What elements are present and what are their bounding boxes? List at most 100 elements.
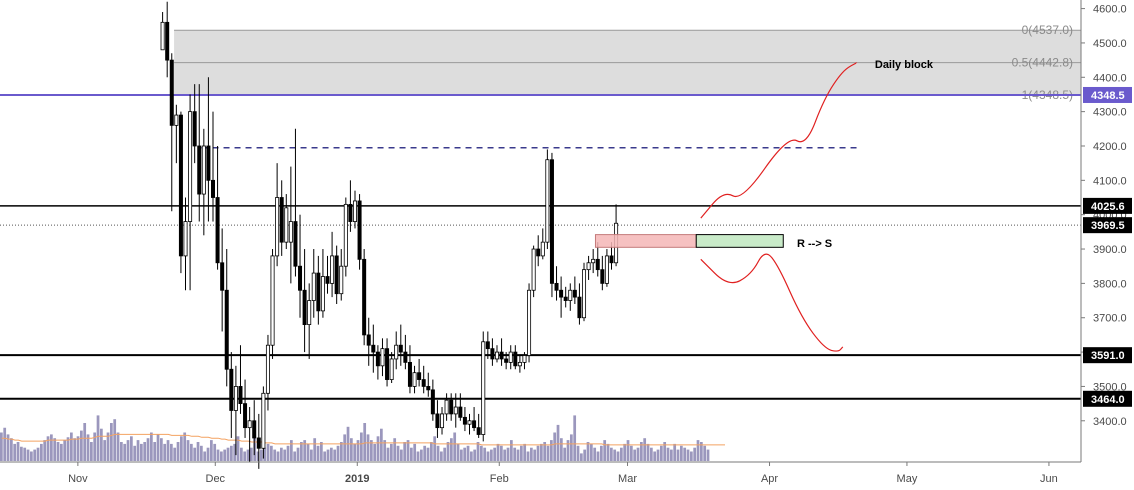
volume-bar — [283, 449, 287, 461]
volume-bar — [99, 428, 103, 461]
volume-bar — [336, 445, 340, 461]
price-tick-label: 3400.0 — [1093, 416, 1127, 428]
candle-up — [453, 406, 458, 415]
volume-bar — [646, 443, 650, 461]
candle-down — [563, 296, 568, 301]
volume-bar — [159, 438, 163, 461]
volume-bar — [343, 434, 347, 461]
resistance-zone — [594, 234, 697, 248]
volume-bar — [186, 440, 190, 461]
volume-bar — [503, 449, 507, 461]
candle-up — [352, 200, 357, 222]
volume-bar — [233, 443, 237, 461]
candle-up — [545, 159, 550, 243]
volume-bar — [209, 440, 213, 461]
volume-bar — [526, 451, 530, 461]
price-tick-label: 3900.0 — [1093, 244, 1127, 256]
volume-bar — [666, 447, 670, 461]
candle-up — [174, 114, 179, 126]
volume-bar — [66, 437, 70, 461]
candle-up — [339, 265, 344, 295]
candle-down — [499, 351, 504, 360]
volume-bar — [596, 451, 600, 461]
candle-up — [188, 111, 193, 222]
volume-bar — [179, 436, 183, 461]
price-tick-label: 3500.0 — [1093, 381, 1127, 393]
volume-bar — [693, 447, 697, 461]
volume-bar — [676, 449, 680, 461]
volume-bar — [589, 443, 593, 461]
volume-bar — [519, 445, 523, 461]
volume-bar — [549, 440, 553, 461]
candle-down — [549, 159, 554, 284]
volume-bar — [429, 442, 433, 461]
volume-bar — [559, 438, 563, 461]
candle-down — [609, 255, 614, 264]
volume-bar — [83, 423, 87, 461]
volume-bar — [433, 436, 437, 461]
candle-up — [343, 203, 348, 267]
volume-bar — [523, 443, 527, 461]
volume-bar — [36, 447, 40, 461]
volume-bar — [39, 443, 43, 461]
price-tick-label: 4400.0 — [1093, 72, 1127, 84]
time-tick-label: 2019 — [345, 473, 369, 485]
volume-bar — [76, 436, 80, 461]
volume-bar — [26, 449, 30, 461]
volume-bar — [613, 449, 617, 461]
candle-up — [522, 355, 527, 363]
volume-bar — [603, 440, 607, 461]
volume-bar — [306, 443, 310, 461]
volume-bar — [476, 442, 480, 461]
volume-bar — [683, 447, 687, 461]
volume-bar — [686, 449, 690, 461]
volume-bar — [513, 447, 517, 461]
volume-bar — [176, 442, 180, 461]
candle-down — [192, 111, 197, 147]
candle-down — [243, 403, 248, 429]
volume-bar — [663, 442, 667, 461]
volume-bar — [189, 443, 193, 461]
volume-bar — [309, 449, 313, 461]
candle-down — [220, 262, 225, 291]
candle-up — [183, 221, 188, 257]
volume-bar — [573, 415, 577, 461]
candle-down — [554, 282, 559, 291]
time-tick-label: Feb — [490, 473, 509, 485]
volume-bar — [379, 428, 383, 461]
volume-bar — [616, 451, 620, 461]
candle-down — [362, 258, 367, 336]
volume-bar — [689, 451, 693, 461]
volume-bar — [569, 434, 573, 461]
volume-bar — [356, 440, 360, 461]
volume-bar — [149, 432, 153, 461]
volume-bar — [16, 442, 20, 461]
volume-bar — [256, 451, 260, 461]
candle-down — [293, 221, 298, 267]
candle-down — [398, 344, 403, 353]
candle-up — [247, 420, 252, 429]
volume-bar — [223, 449, 227, 461]
volume-bar — [69, 432, 73, 461]
candle-up — [586, 262, 591, 271]
volume-bar — [0, 432, 3, 461]
volume-bar — [593, 447, 597, 461]
volume-bar — [126, 440, 130, 461]
volume-bar — [29, 451, 33, 461]
volume-bar — [46, 436, 50, 461]
volume-bar — [193, 447, 197, 461]
volume-bar — [553, 432, 557, 461]
price-tick-label: 3800.0 — [1093, 278, 1127, 290]
volume-bar — [529, 447, 533, 461]
volume-bar — [299, 442, 303, 461]
volume-bar — [399, 449, 403, 461]
volume-bar — [556, 424, 560, 461]
volume-bar — [416, 451, 420, 461]
candle-up — [527, 289, 532, 356]
candle-down — [348, 203, 353, 222]
time-tick-label: Dec — [206, 473, 226, 485]
candle-up — [380, 348, 385, 367]
candle-up — [582, 269, 587, 319]
volume-bar — [609, 447, 613, 461]
volume-moving-average — [1, 433, 725, 446]
